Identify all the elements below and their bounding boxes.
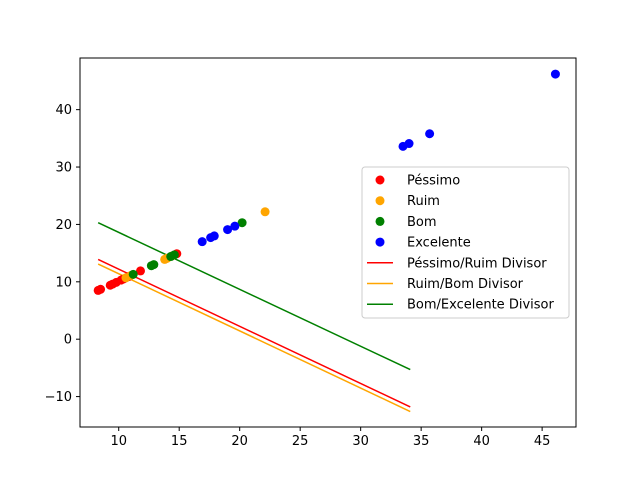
- legend-box: [361, 166, 570, 319]
- x-tick-label: 40: [473, 434, 490, 449]
- y-axis: −10 0 10 20 30 40: [45, 103, 80, 405]
- x-tick-label: 25: [292, 434, 309, 449]
- x-tick-label: 35: [413, 434, 430, 449]
- legend-marker-bom: [375, 216, 385, 226]
- scatter-points: [93, 69, 560, 295]
- point-bom-4: [169, 250, 179, 260]
- point-excelente-4: [230, 221, 240, 231]
- point-excelente-0: [197, 237, 207, 247]
- legend-label-pessimo-ruim-divisor: Péssimo/Ruim Divisor: [407, 256, 547, 271]
- y-tick-label: 20: [55, 218, 72, 233]
- legend: Péssimo Ruim Bom Excelente Péssimo/Ruim Divi…: [361, 166, 570, 319]
- x-tick-label: 30: [352, 434, 369, 449]
- axes-frame: [79, 57, 577, 428]
- legend-items: Péssimo Ruim Bom Excelente Péssimo/Ruim Divi…: [367, 174, 554, 313]
- legend-label-pessimo: Péssimo: [407, 174, 460, 189]
- series-line-bom-excelente-divisor: [97, 222, 411, 371]
- point-ruim-5: [260, 207, 270, 217]
- y-tick-label: 0: [64, 333, 72, 348]
- point-excelente-2: [209, 231, 219, 241]
- series-line-pessimo-ruim-divisor: [97, 258, 411, 408]
- x-tick-label: 15: [171, 434, 188, 449]
- y-tick-label: −10: [45, 390, 72, 405]
- legend-label-bom: Bom: [407, 215, 437, 230]
- y-tick-label: 30: [55, 161, 72, 176]
- point-pessimo-1: [96, 284, 106, 294]
- point-bom-2: [149, 260, 159, 270]
- point-excelente-7: [425, 129, 435, 139]
- point-bom-5: [237, 218, 247, 228]
- legend-label-bom-excelente-divisor: Bom/Excelente Divisor: [407, 298, 554, 313]
- x-tick-label: 10: [110, 434, 127, 449]
- series-line-ruim-bom-divisor: [97, 263, 411, 413]
- x-axis: 10 15 20 25 30 35 40 45: [110, 427, 550, 449]
- legend-label-excelente: Excelente: [407, 236, 471, 251]
- point-bom-0: [128, 269, 138, 279]
- point-excelente-3: [223, 225, 233, 235]
- divisor-lines: [97, 222, 411, 413]
- legend-marker-ruim: [375, 196, 385, 206]
- legend-label-ruim-bom-divisor: Ruim/Bom Divisor: [407, 277, 524, 292]
- x-tick-label: 20: [231, 434, 248, 449]
- point-excelente-6: [404, 139, 414, 149]
- y-tick-label: 10: [55, 275, 72, 290]
- legend-label-ruim: Ruim: [407, 194, 440, 209]
- x-tick-label: 45: [534, 434, 551, 449]
- point-excelente-8: [550, 69, 560, 79]
- y-tick-label: 40: [55, 103, 72, 118]
- point-pessimo-8: [135, 266, 145, 276]
- legend-marker-excelente: [375, 237, 385, 247]
- legend-marker-pessimo: [375, 175, 385, 185]
